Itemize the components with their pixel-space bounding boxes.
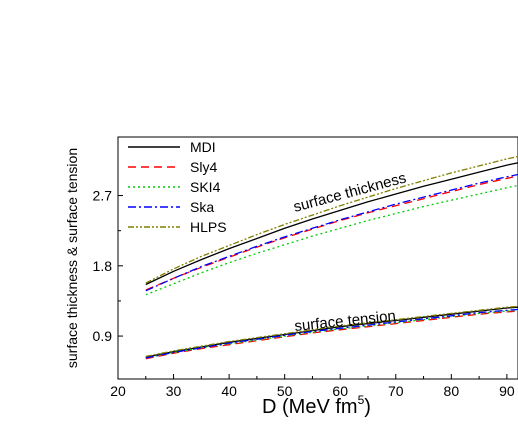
x-tick-label: 80	[444, 383, 460, 399]
x-tick-label: 40	[221, 383, 237, 399]
series-lines	[145, 155, 518, 360]
x-tick-label: 90	[499, 383, 515, 399]
series-line-sly4-tension	[145, 310, 518, 360]
annotation-surface-thickness: surface thickness	[292, 169, 408, 215]
x-axis-title-close: )	[364, 396, 371, 418]
legend-label-mdi: MDI	[190, 139, 216, 155]
series-line-ski4-thickness	[145, 184, 518, 296]
y-axis-title: surface thickness & surface tension	[64, 148, 80, 368]
y-tick-label: 0.9	[93, 328, 113, 344]
series-line-ska-thickness	[145, 173, 518, 292]
series-line-sly4-thickness	[145, 175, 518, 291]
legend-label-sly4: Sly4	[190, 159, 217, 175]
x-tick-label: 30	[166, 383, 182, 399]
series-line-hlps-tension	[145, 305, 518, 358]
legend-label-hlps: HLPS	[190, 219, 227, 235]
series-line-hlps-thickness	[145, 155, 518, 284]
annotation-surface-tension: surface tension	[294, 307, 397, 335]
x-tick-label: 70	[388, 383, 404, 399]
y-tick-label: 1.8	[93, 258, 113, 274]
series-line-mdi-thickness	[145, 162, 518, 286]
series-line-ska-tension	[145, 308, 518, 359]
legend: MDI Sly4 SKI4 Ska HLPS	[128, 139, 227, 235]
x-axis-title: D (MeV fm5)	[262, 393, 371, 418]
legend-label-ski4: SKI4	[190, 179, 221, 195]
x-tick-label: 50	[277, 383, 293, 399]
x-axis-title-main: D (MeV fm	[262, 396, 358, 418]
legend-label-ska: Ska	[190, 199, 214, 215]
x-tick-label: 20	[110, 383, 126, 399]
axis-ticks: 20 30 40 50 60 70 80 90 0.9 1.8 2.7	[93, 188, 515, 399]
series-line-mdi-tension	[145, 306, 518, 358]
x-tick-label: 60	[332, 383, 348, 399]
y-tick-label: 2.7	[93, 188, 113, 204]
x-axis-title-superscript: 5	[358, 393, 365, 407]
plot-frame	[117, 136, 518, 380]
